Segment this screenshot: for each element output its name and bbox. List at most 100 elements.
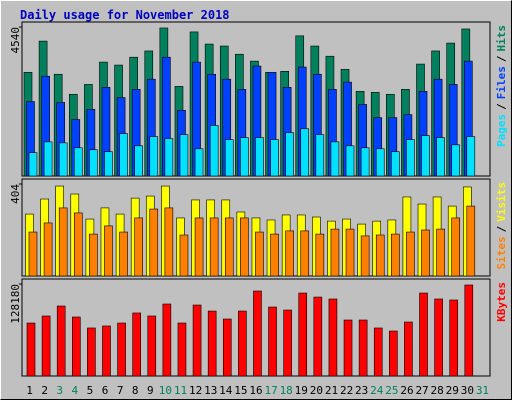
bar [132,312,141,377]
x-tick-label: 30 [461,384,474,397]
y-tick-label: 404 [9,184,22,204]
bar [134,217,143,277]
bar [285,132,294,177]
bar [134,145,143,177]
bar [162,303,172,377]
x-tick-label: 7 [117,384,124,397]
bar [194,148,204,177]
legend-separator: / [495,103,508,110]
bar [89,149,98,177]
bar [345,145,355,177]
x-tick-label: 13 [204,384,217,397]
bar [451,217,461,277]
legend-entry: Files [495,66,508,99]
x-tick-label: 5 [87,384,94,397]
bar [375,148,385,177]
bar [87,327,96,377]
bar [406,231,415,277]
legend-entry: Sites [495,236,508,269]
bar [209,217,219,277]
bar [240,137,249,177]
x-tick-label: 24 [370,384,384,397]
bar [421,135,430,177]
x-tick-label: 22 [340,384,353,397]
x-tick-label: 12 [189,384,202,397]
legend-entry: Visits [495,182,508,222]
legend-entry: Pages [495,114,508,147]
bar [209,125,219,177]
bar [73,212,83,277]
bar [300,230,310,277]
bar [73,147,83,177]
x-tick-label: 6 [102,384,109,397]
bar [41,315,51,377]
bar [270,233,279,277]
x-tick-label: 3 [56,384,63,397]
legend-entry: KBytes [495,282,508,322]
bar [179,234,189,277]
x-tick-label: 26 [400,384,413,397]
bar [345,228,355,277]
bar [117,322,126,377]
x-tick-label: 21 [325,384,338,397]
x-tick-label: 20 [310,384,323,397]
bar [300,128,310,177]
bar [434,298,443,377]
legend: Pages / Files / Hits [495,25,508,147]
bar [177,322,187,377]
y-tick-label: 128180 [9,284,22,324]
bar [253,290,262,377]
x-tick-label: 29 [446,384,459,397]
bar [375,234,385,277]
bar [313,296,323,377]
bar [255,231,264,277]
x-tick-label: 14 [219,384,233,397]
x-tick-label: 19 [295,384,308,397]
bar [451,144,461,177]
bar [224,217,234,277]
x-tick-label: 1 [26,384,33,397]
bar [466,205,476,277]
bar [28,231,38,277]
x-tick-label: 17 [264,384,277,397]
bar [421,229,430,277]
bar [285,230,294,277]
bar [464,284,474,377]
bar [466,136,476,177]
bar [360,235,370,277]
x-tick-label: 11 [174,384,187,397]
x-tick-label: 15 [234,384,247,397]
bar [298,292,308,377]
bar [436,137,445,177]
bar [391,233,400,277]
bar [315,233,325,277]
bar [391,151,400,177]
x-tick-label: 25 [385,384,398,397]
bar [343,319,353,377]
bar [56,305,66,377]
x-tick-label: 27 [415,384,428,397]
bar [58,142,68,177]
bar [147,315,157,377]
legend-separator: / [495,55,508,62]
bar [328,298,338,377]
bar [43,141,53,177]
bar [373,327,383,377]
bar [89,233,98,277]
x-tick-label: 18 [280,384,293,397]
bar [71,316,81,377]
bar [449,299,459,377]
bar [164,207,174,277]
x-tick-label: 8 [132,384,139,397]
bar [26,322,36,377]
bar [149,136,159,177]
bar [28,152,38,177]
bar [192,304,202,377]
bar [360,147,370,177]
bar [207,310,217,377]
x-tick-label: 23 [355,384,368,397]
bar [238,310,247,377]
